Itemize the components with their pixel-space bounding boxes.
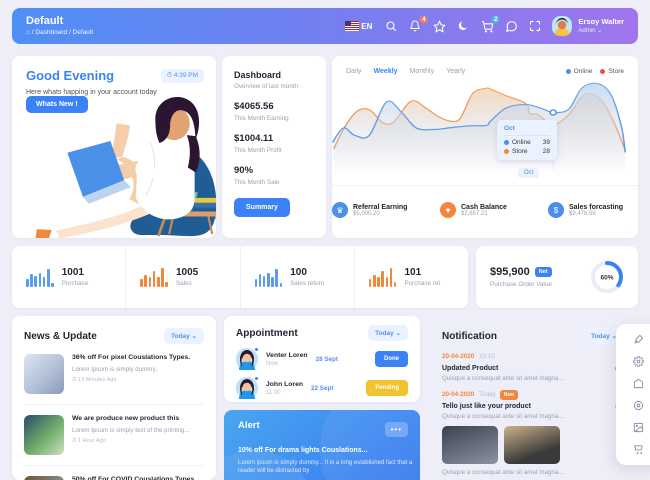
svg-text:60%: 60% (600, 275, 613, 282)
